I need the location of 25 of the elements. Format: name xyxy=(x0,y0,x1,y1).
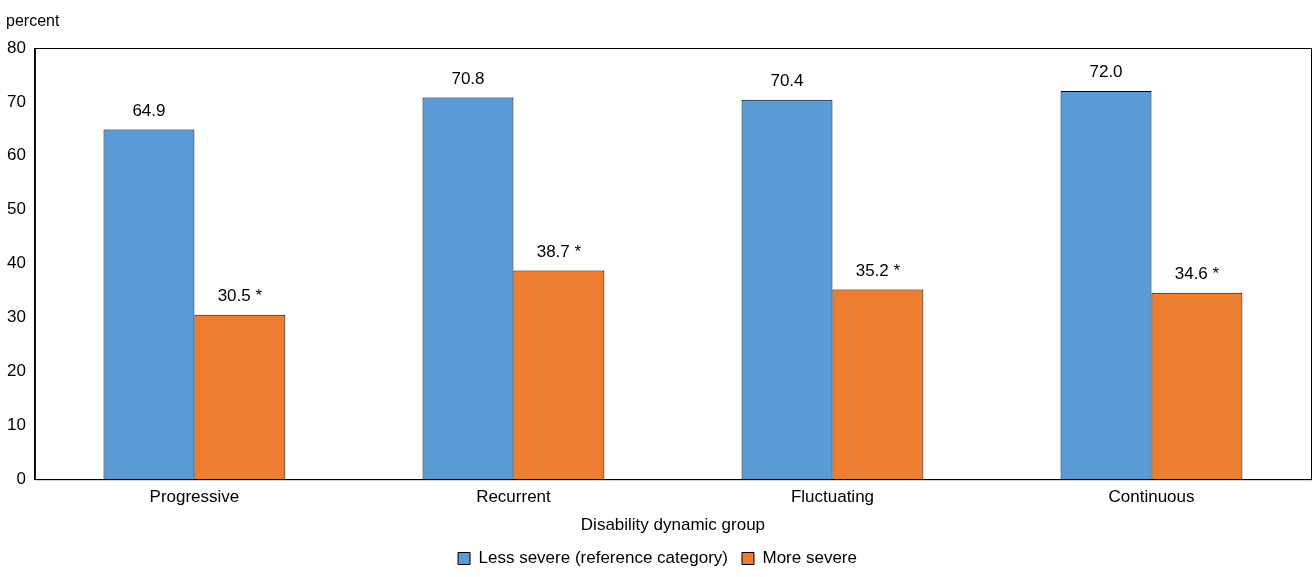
x-tick-label: Fluctuating xyxy=(790,487,875,507)
data-label: 64.9 xyxy=(132,100,166,120)
y-tick-label: 80 xyxy=(6,37,26,57)
x-tick-label: Recurrent xyxy=(476,487,552,507)
y-tick-label: 10 xyxy=(6,414,26,434)
data-label: 70.4 xyxy=(770,70,804,90)
data-label: 72.0 xyxy=(1089,62,1123,82)
data-label: 34.6 * xyxy=(1174,263,1220,283)
data-label: 35.2 * xyxy=(855,260,901,280)
y-tick-label: 30 xyxy=(6,307,26,327)
data-label: 30.5 * xyxy=(217,285,263,305)
data-label: 38.7 * xyxy=(536,241,582,261)
y-tick-label: 50 xyxy=(6,199,26,219)
data-label: 70.8 xyxy=(451,68,485,88)
y-tick-label: 0 xyxy=(16,468,26,488)
y-tick-label: 60 xyxy=(6,145,26,165)
x-tick-label: Continuous xyxy=(1108,487,1195,507)
y-axis-title: percent xyxy=(6,12,60,30)
x-axis-title: Disability dynamic group xyxy=(580,515,766,535)
y-tick-label: 40 xyxy=(6,253,26,273)
y-tick-label: 20 xyxy=(6,361,26,381)
x-tick-label: Progressive xyxy=(149,487,240,507)
y-tick-label: 70 xyxy=(6,91,26,111)
legend-label: Less severe (reference category) xyxy=(478,548,728,568)
legend-label: More severe xyxy=(762,548,857,568)
